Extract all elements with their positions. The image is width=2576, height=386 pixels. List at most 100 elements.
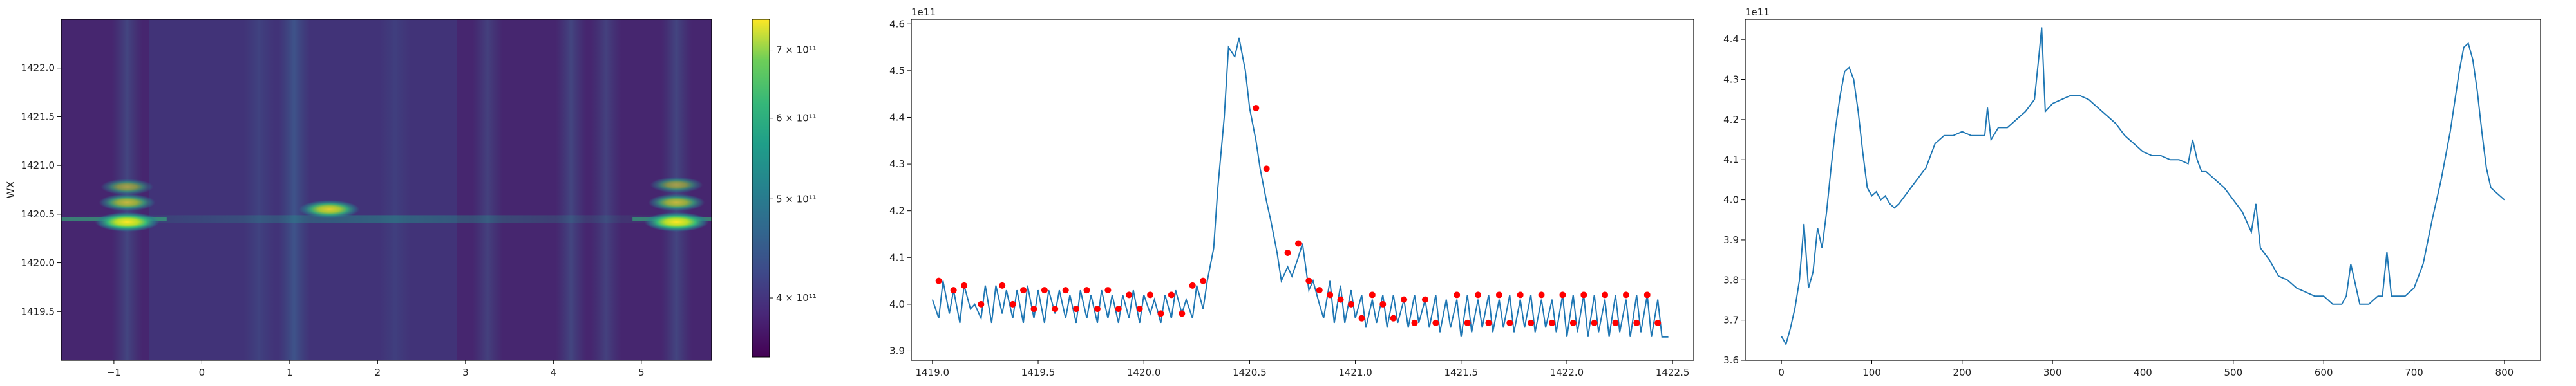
peaks-line-panel: 1419.0 1419.5 1420.0 1420.5 1421.0 1421.5 1422… <box>889 6 1694 378</box>
peak-marker <box>1284 250 1291 257</box>
y-tick-label: 4.0 <box>889 299 905 310</box>
peaks-line-y-axis: 3.9 4.0 4.1 4.2 4.3 4.4 4.5 4.6 <box>889 18 911 356</box>
peak-marker <box>1485 319 1492 326</box>
y-tick-label: 1422.0 <box>21 62 55 74</box>
profile-line-offset-label: 1e11 <box>1745 6 1770 18</box>
x-tick-label: 3 <box>462 367 469 378</box>
heatmap-hotspot <box>100 179 154 195</box>
peak-marker <box>1073 306 1080 313</box>
heatmap-hotspot <box>648 194 705 211</box>
heatmap-band <box>379 19 411 360</box>
heatmap-hotspot <box>99 194 156 211</box>
y-tick-label: 3.6 <box>1723 354 1739 366</box>
x-tick-label: 0 <box>199 367 205 378</box>
colorbar-tick-label: 5 × 10¹¹ <box>776 193 817 205</box>
heatmap-y-axis-label: WX <box>5 181 17 199</box>
peak-marker <box>1094 306 1101 313</box>
peak-marker <box>1559 291 1566 299</box>
peak-marker <box>1528 319 1535 326</box>
x-tick-label: 0 <box>1778 367 1785 378</box>
peak-marker <box>1506 319 1513 326</box>
colorbar-tick-label: 7 × 10¹¹ <box>776 44 817 56</box>
peaks-line-offset-label: 1e11 <box>911 6 936 18</box>
profile-line-panel: 0 100 200 300 400 500 600 700 800 3.6 3.7 3.8 3.9 4.… <box>1723 6 2541 378</box>
x-tick-label: 1419.0 <box>916 367 950 378</box>
colorbar-ticks: 4 × 10¹¹ 5 × 10¹¹ 6 × 10¹¹ 7 × 10¹¹ <box>770 44 817 304</box>
heatmap-hotspot <box>644 212 709 232</box>
profile-line-x-axis: 0 100 200 300 400 500 600 700 800 <box>1778 360 2514 378</box>
peak-marker <box>1305 277 1312 284</box>
peak-marker <box>1253 104 1260 111</box>
peak-marker <box>1348 300 1355 308</box>
peak-marker <box>1421 296 1428 303</box>
x-tick-label: 200 <box>1953 367 1971 378</box>
peak-marker <box>999 282 1006 289</box>
peak-marker <box>1538 291 1545 299</box>
peak-marker <box>1475 291 1482 299</box>
peak-marker <box>1200 277 1207 284</box>
series-line <box>1781 27 2505 346</box>
heatmap-x-axis: −1 0 1 2 3 4 5 <box>107 360 645 378</box>
y-tick-label: 1421.5 <box>21 111 55 122</box>
colorbar-tick-label: 4 × 10¹¹ <box>776 292 817 304</box>
peak-marker <box>1602 291 1609 299</box>
x-tick-label: 1419.5 <box>1021 367 1056 378</box>
peak-marker <box>1495 291 1502 299</box>
x-tick-label: 1 <box>287 367 293 378</box>
peak-marker <box>1517 291 1524 299</box>
peak-marker <box>1030 306 1037 313</box>
peak-marker <box>1337 296 1344 303</box>
y-tick-label: 4.5 <box>889 65 905 77</box>
y-tick-label: 1421.0 <box>21 160 55 171</box>
peak-marker <box>1454 291 1461 299</box>
x-tick-label: 500 <box>2224 367 2243 378</box>
y-tick-label: 4.2 <box>889 205 905 217</box>
x-tick-label: 1420.5 <box>1233 367 1267 378</box>
peak-marker <box>1591 319 1598 326</box>
peak-marker <box>1411 319 1418 326</box>
y-tick-label: 4.3 <box>889 158 905 170</box>
peak-marker <box>1464 319 1471 326</box>
peak-marker <box>1633 319 1640 326</box>
heatmap-hotspot <box>299 200 360 219</box>
x-tick-label: 1422.0 <box>1550 367 1584 378</box>
x-tick-label: 300 <box>2043 367 2062 378</box>
peak-marker <box>1020 287 1027 294</box>
heatmap-ridge <box>61 215 712 223</box>
profile-line-plot-area <box>1745 19 2541 361</box>
peak-marker <box>1189 282 1196 289</box>
y-tick-label: 4.6 <box>889 18 905 30</box>
y-tick-label: 3.7 <box>1723 315 1739 326</box>
x-tick-label: 1422.5 <box>1656 367 1690 378</box>
peak-marker <box>1548 319 1555 326</box>
peak-marker <box>950 287 957 294</box>
peak-marker <box>978 300 985 308</box>
y-tick-label: 3.9 <box>1723 234 1739 246</box>
peak-marker <box>1379 300 1387 308</box>
y-tick-label: 1419.5 <box>21 306 55 317</box>
x-tick-label: 400 <box>2134 367 2152 378</box>
profile-line-content <box>1781 27 2505 346</box>
peak-marker <box>1622 291 1629 299</box>
heatmap-frame <box>61 19 712 361</box>
peak-marker <box>1168 291 1175 299</box>
peak-marker <box>935 277 942 284</box>
peaks-line-plot-area <box>911 19 1694 361</box>
x-tick-label: 5 <box>638 367 645 378</box>
peak-marker <box>1104 287 1112 294</box>
y-tick-label: 1420.5 <box>21 208 55 220</box>
x-tick-label: 800 <box>2496 367 2514 378</box>
peak-marker <box>1327 291 1334 299</box>
peak-marker <box>961 282 968 289</box>
peak-marker <box>1179 310 1186 317</box>
peak-marker <box>1643 291 1651 299</box>
y-tick-label: 3.8 <box>1723 274 1739 286</box>
colorbar-tick-label: 6 × 10¹¹ <box>776 113 817 124</box>
peak-marker <box>1115 306 1122 313</box>
peak-marker <box>1316 287 1323 294</box>
peak-marker <box>1612 319 1619 326</box>
y-tick-label: 4.4 <box>889 111 905 123</box>
heatmap-band <box>555 19 587 360</box>
peak-marker <box>1263 165 1270 172</box>
